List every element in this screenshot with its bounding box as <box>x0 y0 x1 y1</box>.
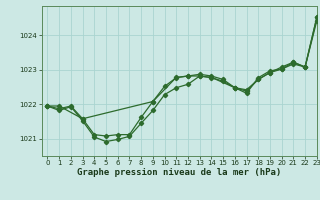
X-axis label: Graphe pression niveau de la mer (hPa): Graphe pression niveau de la mer (hPa) <box>77 168 281 177</box>
